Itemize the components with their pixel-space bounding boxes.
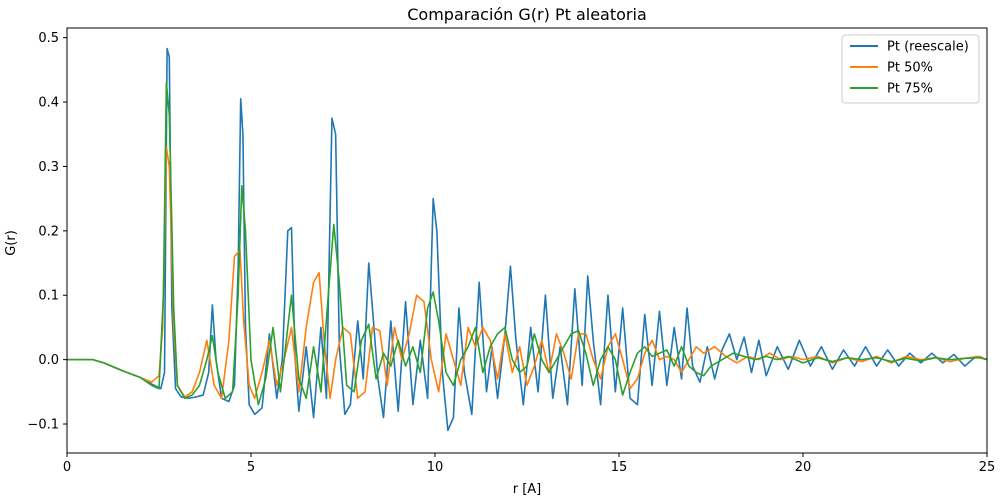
chart-title: Comparación G(r) Pt aleatoria	[407, 5, 647, 24]
legend-label-2: Pt 75%	[887, 82, 933, 97]
legend: Pt (reescale) Pt 50% Pt 75%	[841, 34, 980, 104]
y-tick-label: −0.1	[27, 418, 59, 433]
axes-frame	[66, 27, 988, 454]
y-tick-label: 0.2	[38, 224, 59, 239]
legend-box	[841, 34, 980, 104]
series-line-0	[67, 47, 987, 432]
x-axis-label: r [A]	[513, 482, 542, 497]
x-tick-label: 5	[247, 460, 255, 475]
axes: 0 5 10 15 20 25 −0.1 0.0 0.1 0.2 0.3 0.4 0.5	[27, 27, 996, 475]
x-tick-label: 25	[979, 460, 996, 475]
y-tick-label: 0.4	[38, 96, 59, 111]
y-tick-label: 0.1	[38, 289, 59, 304]
x-tick-label: 0	[63, 460, 71, 475]
x-tick-label: 15	[611, 460, 628, 475]
legend-label-0: Pt (reescale)	[887, 40, 969, 55]
x-tick-label: 10	[427, 460, 444, 475]
legend-label-1: Pt 50%	[887, 61, 933, 76]
y-tick-label: 0.0	[38, 353, 59, 368]
series-line-2	[67, 81, 987, 406]
y-axis-label: G(r)	[4, 230, 19, 256]
y-tick-label: 0.3	[38, 160, 59, 175]
plot-area	[67, 47, 987, 432]
y-tick-label: 0.5	[38, 31, 59, 46]
x-tick-label: 20	[795, 460, 812, 475]
